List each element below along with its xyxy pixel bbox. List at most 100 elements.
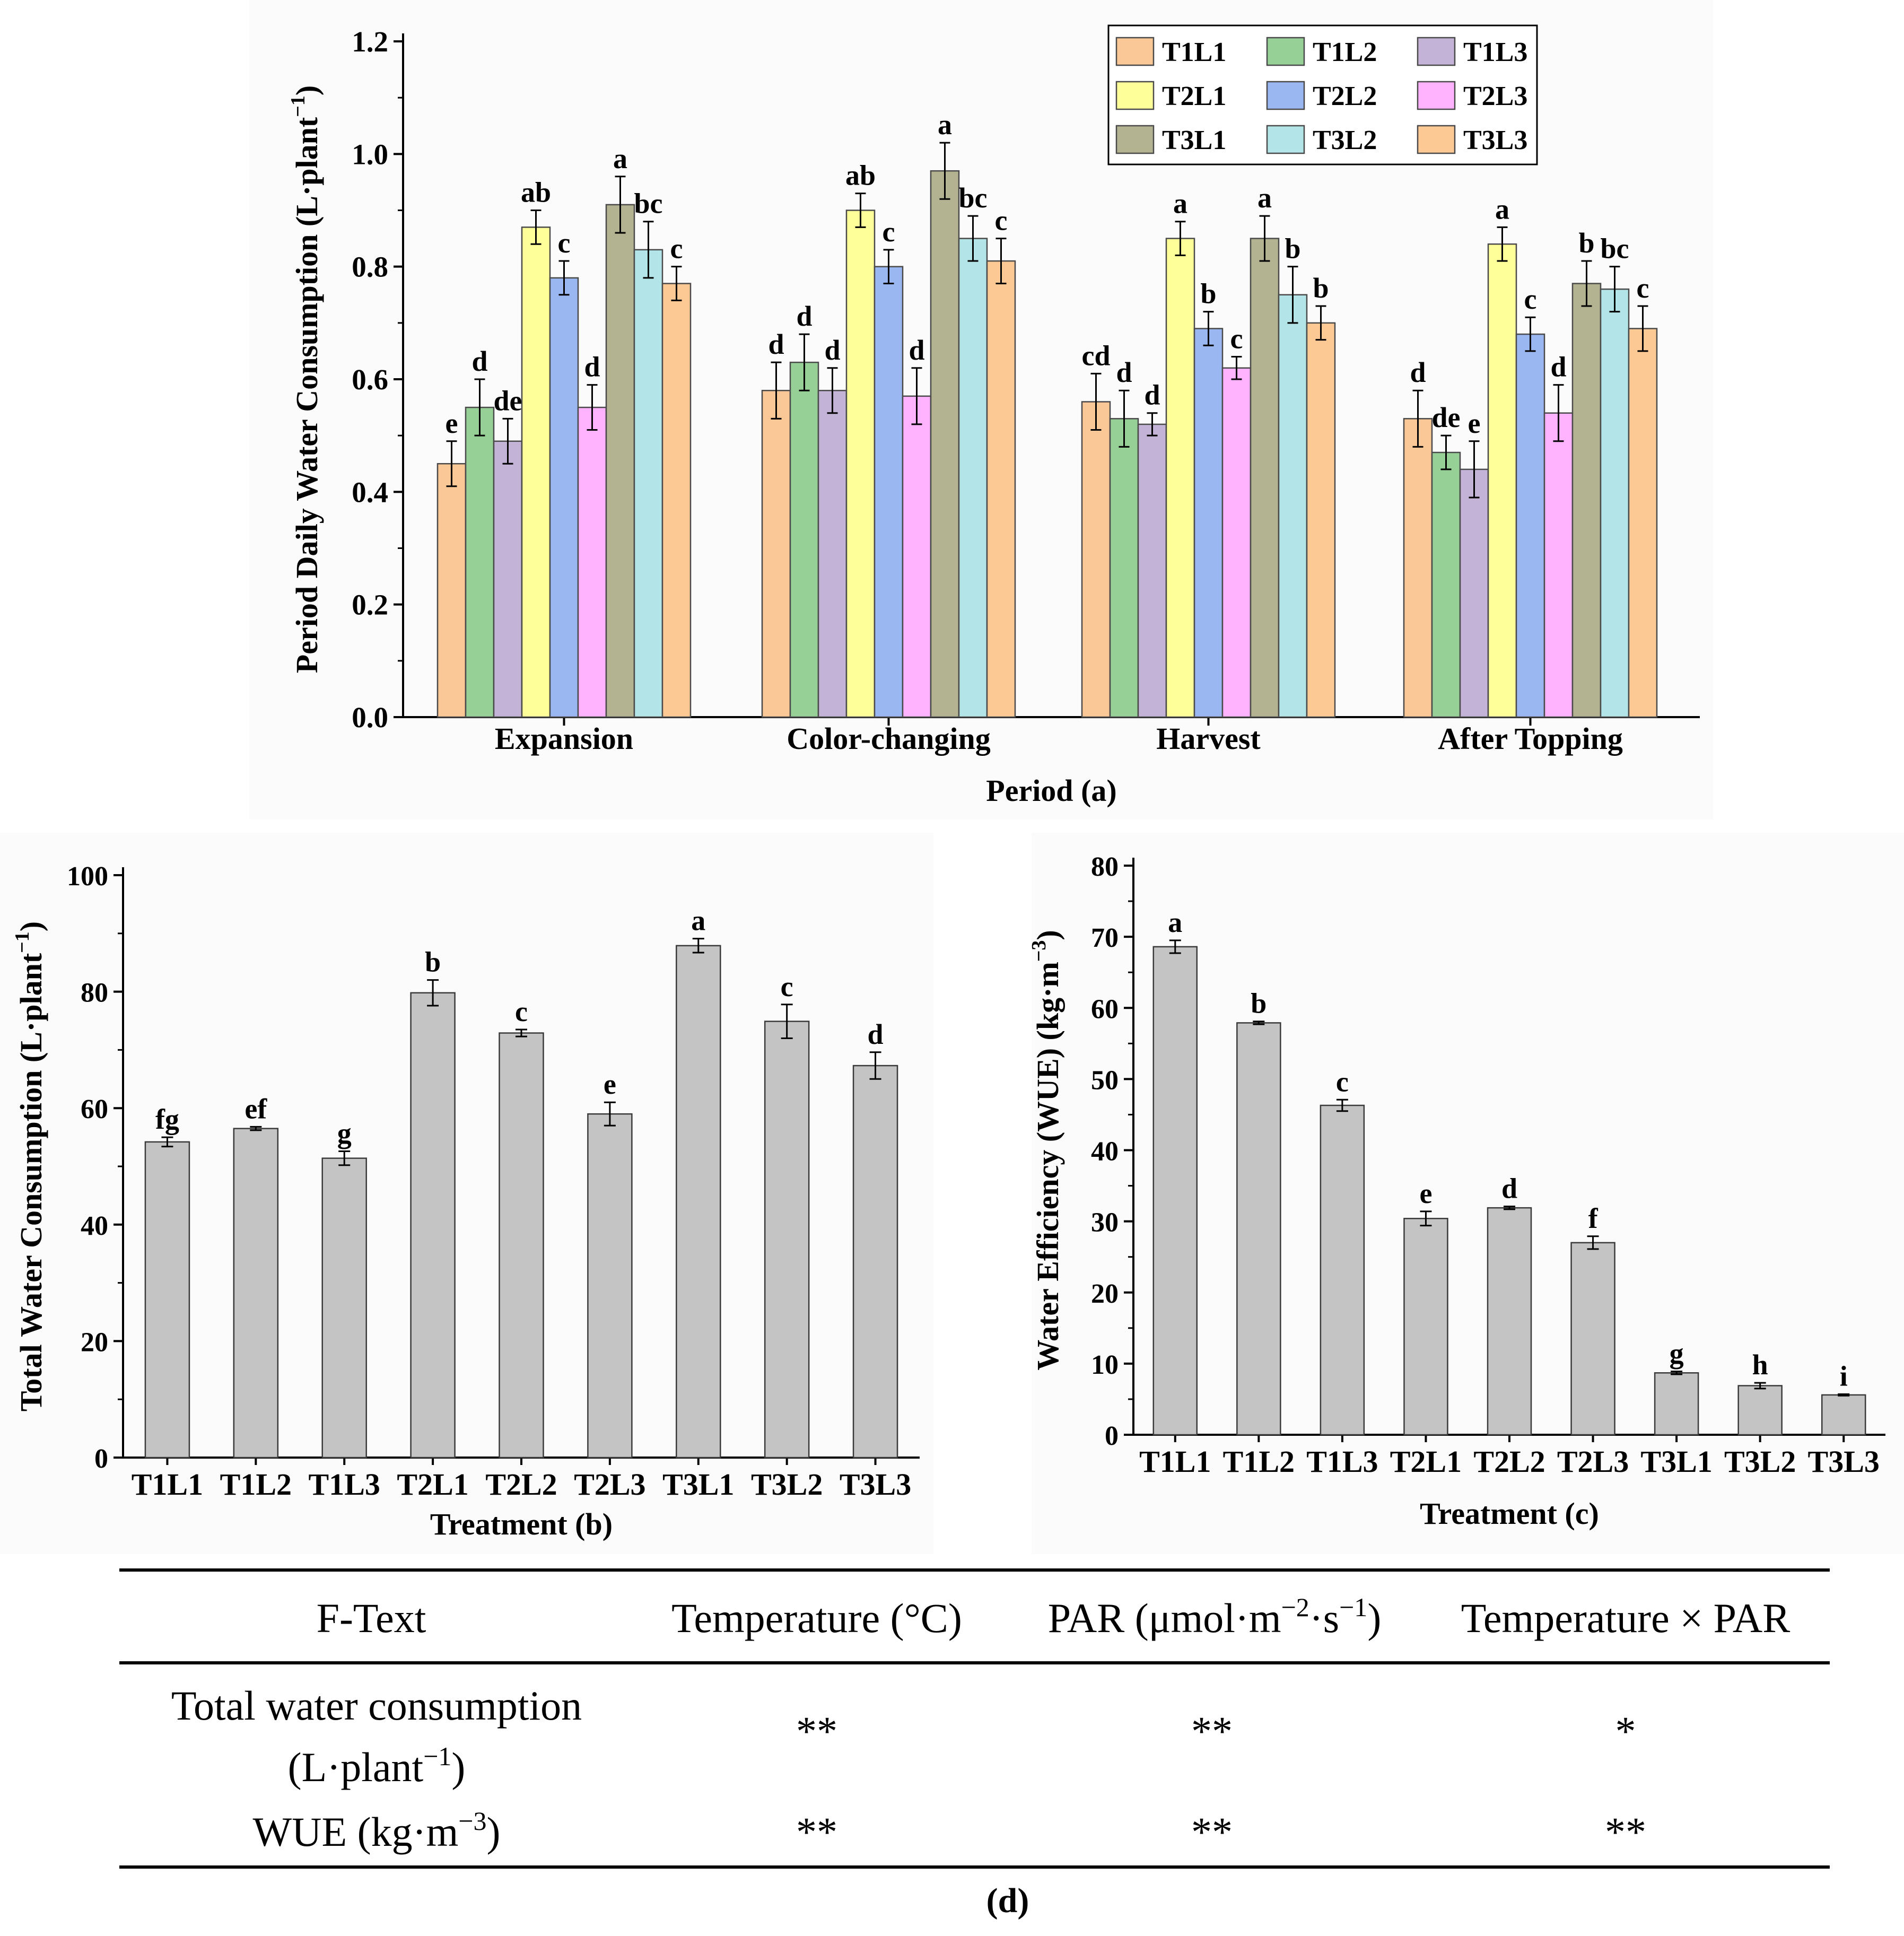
y-axis-title: Total Water Consumption (L·plant−1) bbox=[11, 921, 48, 1411]
significance-letter: bc bbox=[634, 188, 663, 220]
anova-table: F-Text Temperature (°C) PAR (μmol·m−2·s−… bbox=[119, 1568, 1830, 1920]
significance-letter: de bbox=[1432, 402, 1461, 433]
bar-t1l2 bbox=[233, 1128, 279, 1459]
bar-t2l1 bbox=[410, 992, 456, 1459]
significance-letter: d bbox=[1410, 356, 1426, 388]
table-header-ftext: F-Text bbox=[317, 1595, 426, 1641]
chart-c-wue: 0 10 20 30 40 50 60 70 80 Water Efficiency (WUE) … bbox=[1028, 852, 1885, 1531]
significance-letter: c bbox=[995, 205, 1008, 237]
bar-t1l1 bbox=[1403, 418, 1433, 718]
significance-letter: d bbox=[1116, 356, 1132, 388]
significance-letter: a bbox=[613, 143, 627, 175]
y-tick-label: 100 bbox=[67, 861, 108, 892]
bar-t1l1 bbox=[1081, 401, 1111, 718]
significance-letter: d bbox=[909, 334, 924, 366]
bar-t1l1 bbox=[144, 1141, 190, 1459]
bar-t3l3 bbox=[661, 283, 692, 718]
bar-t2l2 bbox=[874, 266, 904, 718]
bar-t2l3 bbox=[1570, 1242, 1615, 1436]
x-category-label: Expansion bbox=[495, 721, 633, 756]
significance-letter: c bbox=[558, 227, 571, 259]
row2-label: WUE (kg·m−3) bbox=[253, 1806, 501, 1855]
x-category-label: T1L2 bbox=[220, 1467, 292, 1502]
significance-letter: c bbox=[1230, 323, 1243, 355]
significance-letter: ef bbox=[244, 1093, 267, 1124]
bar-t2l2 bbox=[549, 277, 579, 718]
significance-letter: c bbox=[1336, 1066, 1349, 1097]
x-category-label: T1L2 bbox=[1223, 1444, 1295, 1479]
y-tick-label: 10 bbox=[1091, 1350, 1119, 1380]
legend-swatch bbox=[1266, 81, 1305, 110]
significance-letter: bc bbox=[959, 182, 988, 214]
x-category-label: Color-changing bbox=[787, 721, 991, 756]
x-category-label: T2L2 bbox=[485, 1467, 557, 1502]
row2-interaction-sig: ** bbox=[1605, 1809, 1646, 1855]
y-tick-label: 0.4 bbox=[352, 476, 388, 508]
row1-interaction-sig: * bbox=[1615, 1708, 1636, 1754]
bar-t3l3 bbox=[986, 260, 1016, 718]
bar-t2l1 bbox=[1403, 1218, 1448, 1436]
bar-t1l3 bbox=[817, 389, 848, 718]
y-tick-label: 70 bbox=[1091, 923, 1119, 953]
significance-letter: b bbox=[1578, 227, 1594, 259]
significance-letter: a bbox=[691, 905, 705, 937]
bar-t2l1 bbox=[845, 210, 876, 718]
significance-letter: c bbox=[781, 971, 793, 1002]
bar-t2l3 bbox=[902, 395, 932, 718]
legend-label: T1L2 bbox=[1313, 37, 1377, 67]
bar-t3l2 bbox=[1600, 288, 1630, 718]
significance-letter: c bbox=[1637, 272, 1649, 304]
y-tick-label: 40 bbox=[1091, 1137, 1119, 1167]
y-tick-label: 1.2 bbox=[352, 25, 388, 58]
x-category-label: T1L1 bbox=[1139, 1444, 1211, 1479]
significance-letter: c bbox=[670, 233, 683, 265]
legend-swatch bbox=[1266, 125, 1305, 154]
table-header-interaction: Temperature × PAR bbox=[1461, 1595, 1791, 1641]
significance-letter: e bbox=[446, 407, 458, 439]
legend-swatch bbox=[1417, 37, 1456, 66]
significance-letter: d bbox=[796, 300, 812, 332]
y-axis-title: Water Efficiency (WUE) (kg·m−3) bbox=[1028, 930, 1065, 1371]
y-tick-label: 40 bbox=[81, 1211, 108, 1241]
table-caption: (d) bbox=[986, 1881, 1029, 1920]
y-tick-label: 80 bbox=[81, 978, 108, 1008]
x-category-label: T3L3 bbox=[1808, 1444, 1880, 1479]
significance-letter: c bbox=[1524, 283, 1537, 315]
bar-t1l2 bbox=[1431, 451, 1461, 718]
significance-letter: g bbox=[1670, 1338, 1684, 1370]
bar-t2l2 bbox=[1515, 333, 1545, 718]
x-category-label: T3L1 bbox=[662, 1467, 734, 1502]
row1-temperature-sig: ** bbox=[796, 1708, 837, 1754]
significance-letter: ab bbox=[845, 160, 876, 191]
bar-t3l2 bbox=[1278, 294, 1308, 718]
y-tick-label: 0 bbox=[94, 1444, 108, 1474]
legend-swatch bbox=[1417, 125, 1456, 154]
bar-t2l1 bbox=[1165, 238, 1195, 718]
row2-par-sig: ** bbox=[1191, 1809, 1233, 1855]
y-tick-label: 30 bbox=[1091, 1208, 1119, 1238]
row1-label-line1: Total water consumption bbox=[171, 1682, 582, 1729]
x-category-label: T1L3 bbox=[1306, 1444, 1378, 1479]
significance-letter: c bbox=[515, 996, 528, 1027]
x-category-label: Harvest bbox=[1156, 721, 1261, 756]
bar-t3l3 bbox=[1821, 1394, 1866, 1436]
significance-letter: b bbox=[1200, 278, 1216, 310]
significance-letter: a bbox=[1168, 906, 1182, 938]
significance-letter: a bbox=[1495, 193, 1509, 225]
significance-letter: a bbox=[1257, 182, 1272, 214]
bar-t3l2 bbox=[633, 249, 663, 718]
bar-t2l2 bbox=[499, 1032, 544, 1459]
row2-temperature-sig: ** bbox=[796, 1809, 837, 1855]
significance-letter: i bbox=[1840, 1361, 1848, 1392]
significance-letter: d bbox=[868, 1018, 884, 1050]
bar-t3l1 bbox=[676, 945, 721, 1459]
x-axis-title: Treatment (b) bbox=[430, 1507, 613, 1541]
bar-t3l1 bbox=[1571, 283, 1602, 718]
bar-t3l2 bbox=[764, 1021, 810, 1459]
legend-label: T2L1 bbox=[1162, 81, 1226, 111]
significance-letter: b bbox=[1251, 988, 1267, 1019]
row1-label-line2: (L·plant−1) bbox=[288, 1741, 466, 1790]
y-tick-label: 60 bbox=[81, 1094, 108, 1124]
x-axis-title: Period (a) bbox=[986, 773, 1116, 808]
